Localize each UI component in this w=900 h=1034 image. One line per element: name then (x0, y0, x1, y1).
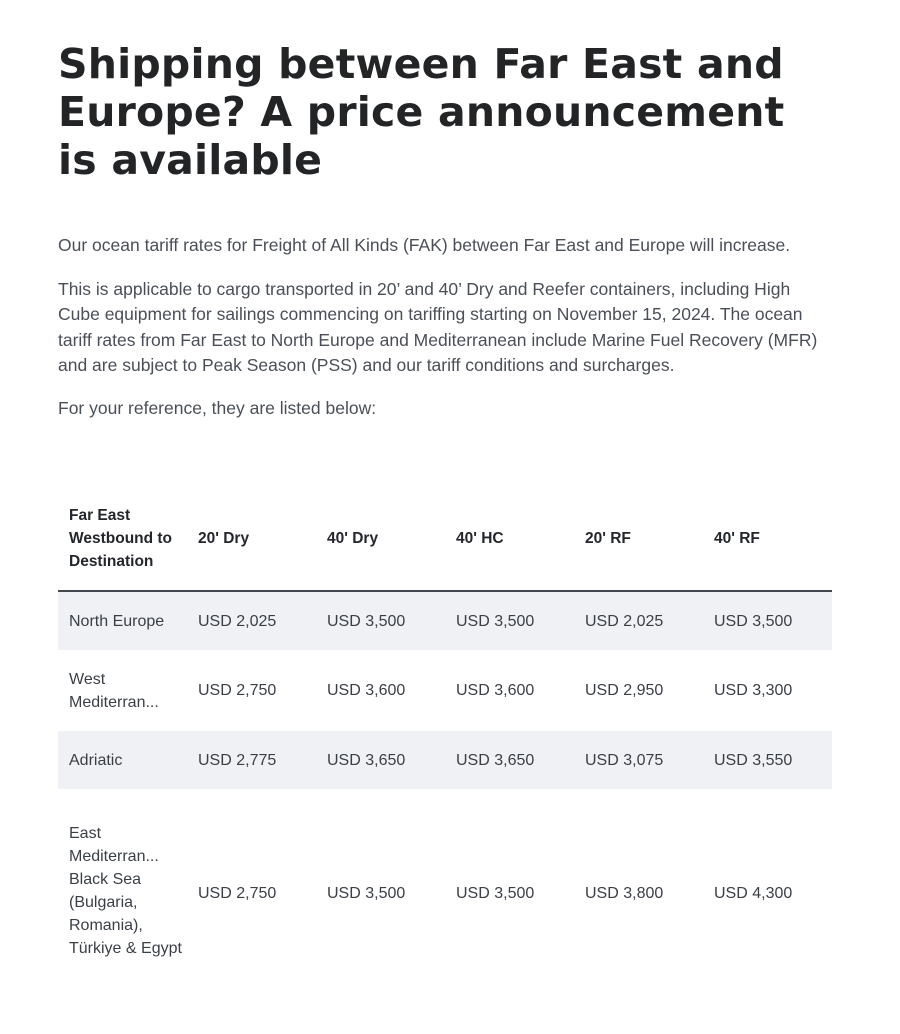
rate-cell: USD 2,950 (585, 682, 664, 699)
rate-cell: USD 3,500 (703, 591, 832, 650)
rate-cell: USD 3,500 (456, 885, 535, 902)
applicability-paragraph: This is applicable to cargo transported … (58, 278, 818, 376)
destination-cell: Adriatic (58, 731, 187, 789)
destination-cell: North Europe (58, 591, 187, 650)
reference-paragraph: For your reference, they are listed belo… (58, 397, 377, 418)
header-row: Far East Westbound to Destination 20' Dr… (58, 497, 832, 592)
rate-cell: USD 3,075 (574, 731, 703, 789)
header-40-rf: 40' RF (703, 497, 832, 592)
header-20-dry: 20' Dry (187, 497, 316, 592)
rates-table: Far East Westbound to Destination 20' Dr… (58, 497, 832, 998)
header-40-dry: 40' Dry (316, 497, 445, 592)
rate-cell: USD 2,750 (198, 682, 277, 699)
table-header: Far East Westbound to Destination 20' Dr… (58, 497, 832, 592)
rate-cell: USD 3,650 (316, 731, 445, 789)
rate-cell: USD 3,300 (714, 682, 793, 699)
table-row: Adriatic USD 2,775 USD 3,650 USD 3,650 U… (58, 731, 832, 789)
rate-cell: USD 2,025 (574, 591, 703, 650)
rate-cell: USD 3,500 (327, 885, 406, 902)
rate-cell: USD 3,500 (445, 591, 574, 650)
page-title: Shipping between Far East and Europe? A … (58, 40, 785, 184)
rate-cell: USD 3,650 (445, 731, 574, 789)
table-body: North Europe USD 2,025 USD 3,500 USD 3,5… (58, 591, 832, 998)
rate-cell: USD 2,750 (198, 885, 277, 902)
table-row: East Mediterran... Black Sea (Bulgaria, … (58, 789, 832, 998)
table-row: West Mediterran... USD 2,750 USD 3,600 U… (58, 650, 832, 731)
destination-cell: West Mediterran... (69, 670, 159, 711)
rate-cell: USD 4,300 (714, 885, 793, 902)
rate-cell: USD 3,600 (456, 682, 535, 699)
article: Shipping between Far East and Europe? A … (58, 40, 833, 421)
intro-paragraph: Our ocean tariff rates for Freight of Al… (58, 235, 791, 255)
rate-cell: USD 3,600 (327, 682, 406, 699)
header-destination: Far East Westbound to Destination (58, 497, 187, 592)
rate-cell: USD 2,775 (187, 731, 316, 789)
header-20-rf: 20' RF (574, 497, 703, 592)
rate-cell: USD 3,500 (316, 591, 445, 650)
rate-cell: USD 3,550 (703, 731, 832, 789)
rate-cell: USD 3,800 (585, 885, 664, 902)
destination-cell: East Mediterran... Black Sea (Bulgaria, … (69, 824, 182, 957)
header-40-hc: 40' HC (445, 497, 574, 592)
table-row: North Europe USD 2,025 USD 3,500 USD 3,5… (58, 591, 832, 650)
rate-cell: USD 2,025 (187, 591, 316, 650)
